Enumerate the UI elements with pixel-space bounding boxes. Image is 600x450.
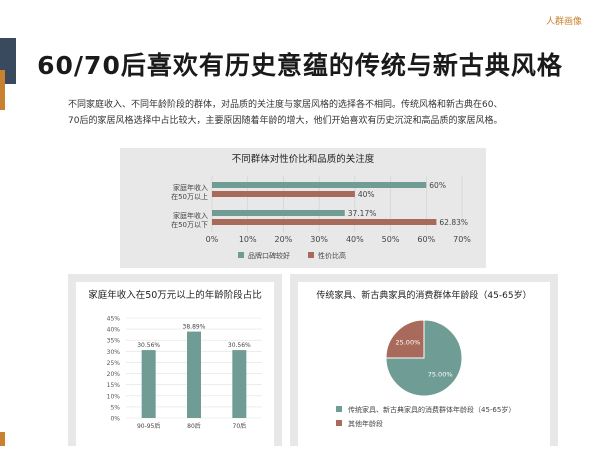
hbar-category-label: 家庭年收入 <box>173 211 208 220</box>
left-accent-bar-orange-bottom <box>0 432 5 446</box>
hbar-x-tick: 10% <box>239 235 257 244</box>
hbar-data-label: 40% <box>358 190 375 199</box>
pie-data-label: 75.00% <box>428 371 453 379</box>
vbar-x-tick: 80后 <box>187 422 201 430</box>
pie-slice <box>385 319 425 359</box>
vbar-bar <box>187 331 201 418</box>
hbar-legend-label: 性价比高 <box>318 251 346 260</box>
vbar-y-tick: 45% <box>107 316 121 323</box>
vbar-x-tick: 90-95后 <box>137 422 160 430</box>
intro-line-1: 不同家庭收入、不同年龄阶段的群体，对品质的关注度与家居风格的选择各不相同。传统风… <box>68 100 503 110</box>
hbar-x-tick: 50% <box>382 235 400 244</box>
pie-chart: 传统家具、新古典家具的消费群体年龄段（45-65岁） 25.00% 75.00% 传… <box>316 289 531 428</box>
intro-paragraph: 不同家庭收入、不同年龄阶段的群体，对品质的关注度与家居风格的选择各不相同。传统风… <box>68 97 558 129</box>
hbar-legend-swatch <box>238 252 244 258</box>
hbar-x-tick: 60% <box>417 235 435 244</box>
hbar-x-tick: 70% <box>453 235 471 244</box>
vbar-chart-card: 家庭年收入在50万元以上的年龄阶段占比 0% 5% 10% 15% 20% 25% 30% 3… <box>76 282 274 446</box>
intro-line-2: 70后的家居风格选择中占比较大，主要原因随着年龄的增大，他们开始喜欢有历史沉淀和… <box>68 116 503 126</box>
pie-legend-swatch <box>336 406 342 412</box>
left-accent-bar-orange <box>0 70 5 110</box>
pie-data-label: 25.00% <box>395 338 420 346</box>
hbar-bar <box>212 210 345 216</box>
vbar-chart-title: 家庭年收入在50万元以上的年龄阶段占比 <box>88 289 262 301</box>
hbar-category-label: 在50万以上 <box>171 192 208 201</box>
vbar-y-tick: 5% <box>110 404 120 411</box>
hbar-bar <box>212 219 437 225</box>
hbar-x-tick: 20% <box>275 235 293 244</box>
pie-chart-title: 传统家具、新古典家具的消费群体年龄段（45-65岁） <box>316 289 531 301</box>
vbar-bar <box>141 350 156 418</box>
vbar-chart-panel: 家庭年收入在50万元以上的年龄阶段占比 0% 5% 10% 15% 20% 25% 30% 3… <box>68 274 282 446</box>
pie-chart-card: 传统家具、新古典家具的消费群体年龄段（45-65岁） 25.00% 75.00% 传… <box>298 282 550 446</box>
page-title: 60/70后喜欢有历史意蕴的传统与新古典风格 <box>37 51 563 80</box>
pie-chart-panel: 传统家具、新古典家具的消费群体年龄段（45-65岁） 25.00% 75.00% 传… <box>290 274 558 446</box>
hbar-chart: 不同群体对性价比和品质的关注度 0% 10% 20% 30% 40% 50% 60% 70% 家… <box>171 153 471 260</box>
vbar-y-tick: 0% <box>110 416 120 423</box>
hbar-data-label: 37.17% <box>348 209 377 218</box>
hbar-category-label: 家庭年收入 <box>173 183 208 192</box>
hbar-data-label: 62.83% <box>439 218 468 227</box>
hbar-legend-swatch <box>308 252 314 258</box>
pie-legend-swatch <box>336 420 342 426</box>
hbar-bar <box>212 182 427 188</box>
vbar-x-tick: 70后 <box>233 422 247 430</box>
vbar-chart: 家庭年收入在50万元以上的年龄阶段占比 0% 5% 10% 15% 20% 25% 30% 3… <box>88 289 262 430</box>
vbar-y-tick: 35% <box>107 338 121 345</box>
hbar-chart-title: 不同群体对性价比和品质的关注度 <box>232 153 375 165</box>
vbar-bar <box>232 350 247 418</box>
hbar-data-label: 60% <box>429 181 446 190</box>
pie-legend-label: 其他年龄段 <box>348 419 383 428</box>
pie-legend-label: 传统家具、新古典家具的消费群体年龄段（45-65岁） <box>348 405 515 414</box>
vbar-data-label: 30.56% <box>137 342 160 349</box>
vbar-y-tick: 25% <box>107 360 121 367</box>
hbar-chart-panel: 不同群体对性价比和品质的关注度 0% 10% 20% 30% 40% 50% 60% 70% 家… <box>120 148 486 268</box>
hbar-x-tick: 0% <box>206 235 219 244</box>
vbar-data-label: 38.89% <box>183 324 206 331</box>
vbar-y-tick: 40% <box>107 327 121 334</box>
hbar-x-tick: 30% <box>310 235 328 244</box>
hbar-legend-label: 品牌口碑较好 <box>248 251 290 260</box>
vbar-data-label: 30.56% <box>228 342 251 349</box>
hbar-category-label: 在50万以下 <box>171 220 208 229</box>
hbar-bar <box>212 191 355 197</box>
vbar-y-tick: 15% <box>107 382 121 389</box>
hbar-x-tick: 40% <box>346 235 364 244</box>
pie-slice <box>385 319 463 397</box>
vbar-y-tick: 10% <box>107 393 121 400</box>
section-tag: 人群画像 <box>545 17 582 27</box>
vbar-y-tick: 30% <box>107 349 121 356</box>
vbar-y-tick: 20% <box>107 371 121 378</box>
